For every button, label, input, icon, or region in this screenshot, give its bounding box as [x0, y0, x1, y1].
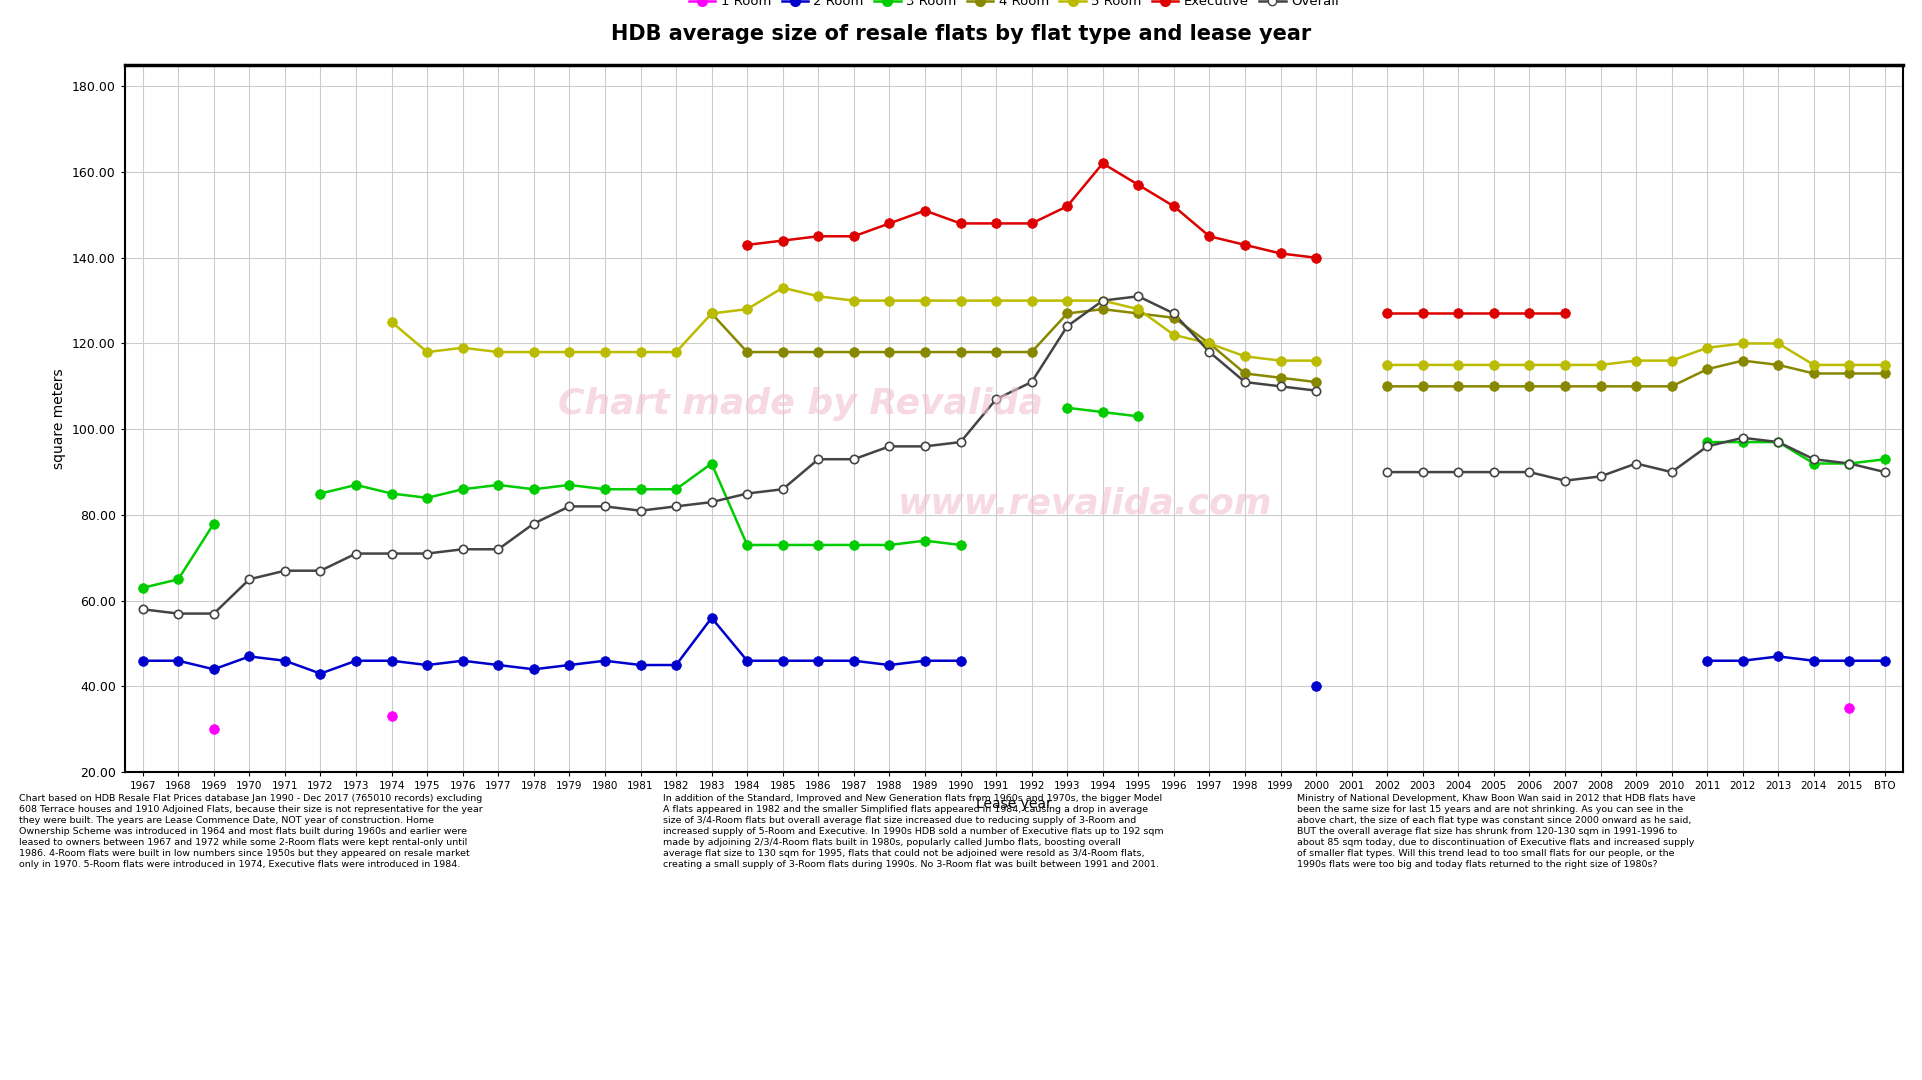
X-axis label: Lease year: Lease year — [976, 797, 1051, 811]
Y-axis label: square meters: square meters — [52, 368, 67, 469]
Legend: 1 Room, 2 Room, 3 Room, 4 Room, 5 Room, Executive, Overall: 1 Room, 2 Room, 3 Room, 4 Room, 5 Room, … — [684, 0, 1343, 14]
Text: Chart based on HDB Resale Flat Prices database Jan 1990 - Dec 2017 (765010 recor: Chart based on HDB Resale Flat Prices da… — [19, 794, 482, 869]
Text: Chart made by Revalida: Chart made by Revalida — [557, 388, 1044, 421]
Text: www.revalida.com: www.revalida.com — [898, 486, 1272, 521]
Text: HDB average size of resale flats by flat type and lease year: HDB average size of resale flats by flat… — [611, 24, 1311, 44]
Text: In addition of the Standard, Improved and New Generation flats from 1960s and 19: In addition of the Standard, Improved an… — [663, 794, 1163, 869]
Text: Ministry of National Development, Khaw Boon Wan said in 2012 that HDB flats have: Ministry of National Development, Khaw B… — [1297, 794, 1695, 869]
